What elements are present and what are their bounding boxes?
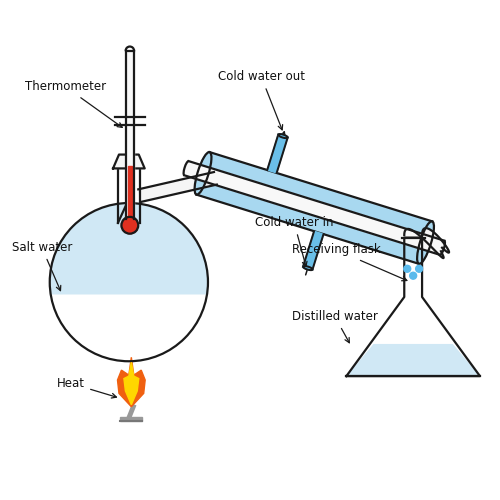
Circle shape [404, 266, 410, 272]
Text: Distilled water: Distilled water [292, 310, 378, 343]
Polygon shape [50, 203, 207, 294]
Polygon shape [184, 161, 444, 255]
Polygon shape [196, 152, 432, 264]
Polygon shape [128, 166, 132, 218]
Polygon shape [120, 416, 142, 420]
Ellipse shape [278, 134, 287, 138]
Polygon shape [124, 362, 139, 405]
Polygon shape [267, 134, 287, 173]
Ellipse shape [194, 152, 212, 194]
Text: Salt water: Salt water [12, 241, 72, 290]
Text: Receiving flask: Receiving flask [292, 244, 407, 281]
Ellipse shape [303, 266, 312, 270]
Text: Cold water out: Cold water out [218, 70, 305, 130]
Circle shape [410, 272, 416, 279]
Polygon shape [303, 231, 324, 270]
Polygon shape [118, 358, 145, 406]
Polygon shape [113, 154, 144, 168]
Polygon shape [126, 50, 134, 218]
Text: Thermometer: Thermometer [25, 80, 122, 128]
Text: Heat: Heat [57, 377, 116, 398]
Ellipse shape [417, 222, 434, 264]
Polygon shape [138, 172, 217, 202]
Circle shape [416, 266, 422, 272]
Circle shape [122, 217, 138, 234]
Polygon shape [346, 344, 480, 376]
Text: Cold water in: Cold water in [255, 216, 334, 266]
Ellipse shape [194, 152, 212, 194]
Polygon shape [404, 228, 449, 258]
